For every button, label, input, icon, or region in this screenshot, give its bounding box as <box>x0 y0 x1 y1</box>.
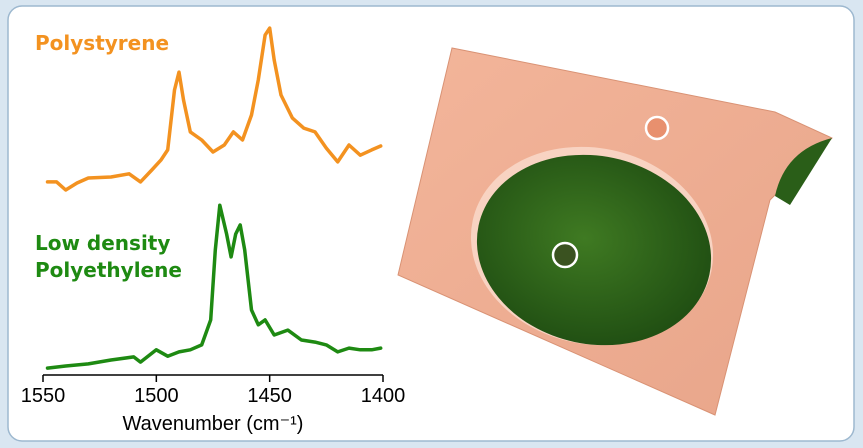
series-label: Polystyrene <box>35 30 235 57</box>
x-axis-label: Wavenumber (cm⁻¹) <box>123 413 304 435</box>
x-tick-label: 1550 <box>21 385 66 407</box>
page: Wavenumber (cm⁻¹) 1550 1500 1450 1400 Polys… <box>0 0 863 448</box>
chart: Wavenumber (cm⁻¹) 1550 1500 1450 1400 <box>0 0 863 448</box>
x-tick-label: 1500 <box>134 385 179 407</box>
series-label: Low density Polyethylene <box>35 230 205 284</box>
x-tick-label: 1400 <box>361 385 406 407</box>
x-tick-label: 1450 <box>247 385 292 407</box>
